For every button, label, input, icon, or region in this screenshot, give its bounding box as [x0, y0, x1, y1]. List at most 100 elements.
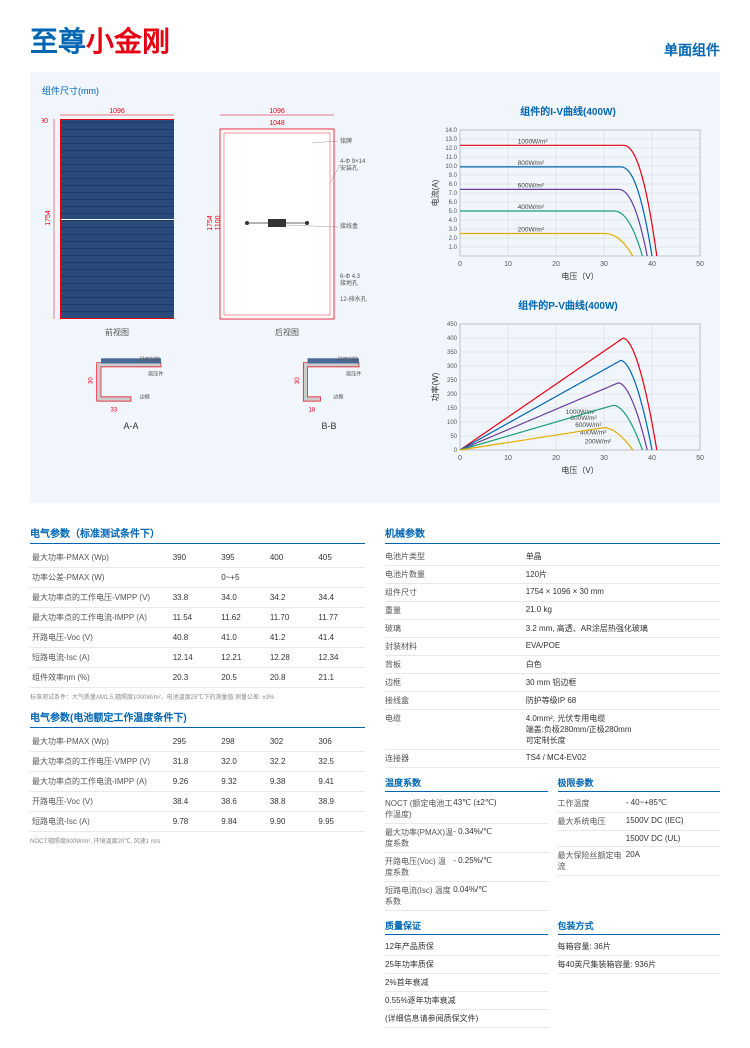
svg-text:50: 50: [696, 261, 704, 268]
svg-text:12-排水孔: 12-排水孔: [340, 295, 367, 303]
svg-text:30: 30: [42, 118, 48, 125]
svg-text:40: 40: [648, 261, 656, 268]
svg-text:450: 450: [447, 322, 458, 328]
svg-text:10.0: 10.0: [445, 164, 457, 170]
svg-text:1754: 1754: [207, 215, 214, 231]
back-view: 1096 1048 铭牌: [202, 103, 372, 338]
svg-text:1100: 1100: [215, 215, 222, 230]
svg-text:0: 0: [454, 448, 458, 454]
svg-text:铭牌: 铭牌: [340, 137, 352, 145]
header: 至尊小金刚 单面组件: [30, 20, 720, 60]
svg-text:边框: 边框: [140, 393, 150, 401]
svg-text:功率(W): 功率(W): [430, 372, 440, 401]
elec-noct-title: 电气参数(电池额定工作温度条件下): [30, 709, 365, 728]
svg-text:18: 18: [309, 407, 316, 413]
subtitle: 单面组件: [664, 40, 720, 60]
page-title: 至尊小金刚: [30, 20, 170, 60]
svg-text:层压件: 层压件: [148, 369, 163, 377]
dim-label: 组件尺寸(mm): [42, 84, 708, 97]
svg-text:11.0: 11.0: [446, 155, 458, 161]
svg-text:50: 50: [450, 434, 457, 440]
svg-text:200: 200: [447, 392, 458, 398]
packing-title: 包装方式: [558, 919, 721, 935]
svg-text:1096: 1096: [109, 108, 125, 115]
svg-text:层压件: 层压件: [346, 369, 361, 377]
back-caption: 后视图: [275, 327, 299, 338]
svg-text:1000W/m²: 1000W/m²: [518, 138, 549, 145]
elec-noct-table: 最大功率-PMAX (Wp)295298302306最大功率点的工作电压-VMP…: [30, 732, 365, 832]
svg-text:400W/m²: 400W/m²: [518, 204, 545, 211]
svg-text:1048: 1048: [269, 120, 285, 127]
title-blue: 至尊: [30, 26, 86, 57]
svg-text:100: 100: [447, 420, 458, 426]
svg-text:600W/m²: 600W/m²: [518, 182, 545, 189]
svg-text:2.0: 2.0: [449, 236, 458, 242]
svg-text:12.0: 12.0: [445, 146, 457, 152]
svg-text:10: 10: [504, 455, 512, 462]
svg-text:5.0: 5.0: [449, 209, 458, 215]
svg-text:250: 250: [447, 378, 458, 384]
svg-text:800W/m²: 800W/m²: [518, 160, 545, 167]
svg-text:电流(A): 电流(A): [430, 179, 440, 206]
iv-chart-title: 组件的I-V曲线(400W): [428, 103, 708, 118]
profile-a: 硅密封胶 层压件 边框 30 33 A-A: [81, 354, 181, 431]
svg-text:3.0: 3.0: [449, 227, 458, 233]
svg-text:安装孔: 安装孔: [340, 164, 358, 172]
svg-text:150: 150: [447, 406, 458, 412]
svg-text:4-Φ 9×14: 4-Φ 9×14: [340, 159, 366, 165]
back-drawing: 1096 1048 铭牌: [202, 103, 372, 323]
svg-text:7.0: 7.0: [449, 191, 458, 197]
svg-text:14.0: 14.0: [445, 128, 457, 134]
elec-stc-table: 最大功率-PMAX (Wp)390395400405功率公差-PMAX (W)0…: [30, 548, 365, 688]
svg-text:8.0: 8.0: [449, 182, 458, 188]
front-caption: 前视图: [105, 327, 129, 338]
diagram-panel: 组件尺寸(mm) 1096 1754 30 前视图: [30, 72, 720, 503]
mech-title: 机械参数: [385, 525, 720, 544]
temp-title: 温度系数: [385, 776, 548, 792]
temp-table: NOCT (额定电池工作温度)43℃ (±2℃)最大功率(PMAX)温度系数- …: [385, 795, 548, 911]
svg-text:600W/m²: 600W/m²: [575, 422, 602, 429]
svg-text:30: 30: [88, 377, 94, 384]
mech-table: 电池片类型单晶电池片数量120片组件尺寸1754 × 1096 × 30 mm重…: [385, 548, 720, 768]
svg-text:13.0: 13.0: [445, 137, 457, 143]
svg-text:电压（V）: 电压（V）: [561, 271, 598, 281]
svg-text:200W/m²: 200W/m²: [585, 438, 612, 445]
warranty-list: 12年产品质保25年功率质保2%首年衰减0.55%逐年功率衰减(详细信息请参阅质…: [385, 938, 548, 1028]
limits-title: 极限参数: [558, 776, 721, 792]
svg-text:边框: 边框: [333, 393, 343, 401]
packing-list: 每箱容量: 36片每40英尺集装箱容量: 936片: [558, 938, 721, 974]
stc-note: 标准测试条件：大气质量AM1.5,辐照度1000W/m²，电池温度25℃下的测量…: [30, 692, 365, 701]
svg-text:50: 50: [696, 455, 704, 462]
limits-table: 工作温度- 40~+85℃最大系统电压1500V DC (IEC)1500V D…: [558, 795, 721, 876]
svg-text:硅密封胶: 硅密封胶: [140, 355, 161, 363]
svg-text:30: 30: [600, 261, 608, 268]
svg-text:1.0: 1.0: [449, 245, 458, 251]
noct-note: NOCT:辐照度800W/m², 环境温度20℃, 风速1 m/s: [30, 836, 365, 845]
svg-text:接线盒: 接线盒: [340, 222, 358, 230]
svg-text:0: 0: [458, 261, 462, 268]
svg-text:10: 10: [504, 261, 512, 268]
svg-text:30: 30: [295, 377, 301, 384]
svg-text:接地孔: 接地孔: [340, 279, 358, 287]
pv-chart: 0102030405005010015020025030035040045010…: [428, 316, 708, 476]
svg-text:200W/m²: 200W/m²: [518, 227, 545, 234]
svg-text:30: 30: [600, 455, 608, 462]
svg-text:4.0: 4.0: [449, 218, 458, 224]
iv-chart: 010203040501.02.03.04.05.06.07.08.09.010…: [428, 122, 708, 282]
svg-text:电压（V）: 电压（V）: [561, 465, 598, 475]
svg-text:300: 300: [447, 364, 458, 370]
pv-chart-title: 组件的P-V曲线(400W): [428, 297, 708, 312]
title-red: 小金刚: [86, 26, 170, 57]
svg-text:6-Φ 4.3: 6-Φ 4.3: [340, 274, 361, 280]
warranty-title: 质量保证: [385, 919, 548, 935]
svg-text:33: 33: [111, 407, 118, 413]
svg-text:40: 40: [648, 455, 656, 462]
svg-text:400: 400: [447, 336, 458, 342]
svg-text:硅密封胶: 硅密封胶: [338, 355, 359, 363]
svg-text:6.0: 6.0: [449, 200, 458, 206]
profile-b: 硅密封胶 层压件 边框 30 18 B-B: [279, 354, 379, 431]
elec-stc-title: 电气参数（标准测试条件下）: [30, 525, 365, 544]
svg-text:0: 0: [458, 455, 462, 462]
svg-text:20: 20: [552, 261, 560, 268]
svg-text:350: 350: [447, 350, 458, 356]
